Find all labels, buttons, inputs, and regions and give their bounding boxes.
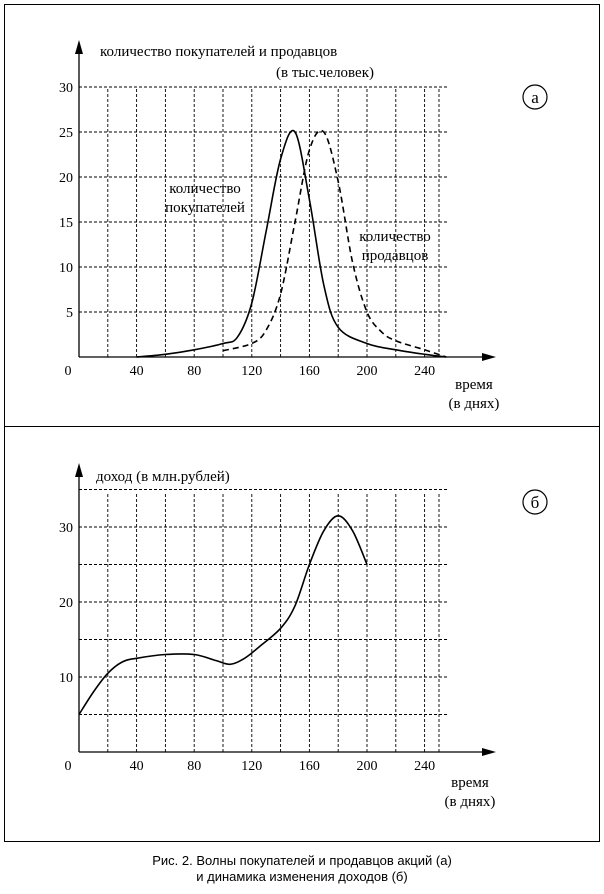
x-axis-label: время [455, 377, 493, 393]
x-tick-label: 40 [130, 364, 144, 379]
x-tick-label: 200 [357, 759, 378, 774]
x-tick-label: 240 [414, 759, 435, 774]
y-tick-label: 20 [59, 171, 73, 186]
series-line-sellers [222, 129, 447, 358]
series-label: продавцов [362, 248, 429, 264]
figure-caption-line1: Рис. 2. Волны покупателей и продавцов ак… [152, 853, 452, 868]
y-tick-label: 10 [59, 671, 73, 686]
panel-mark-circle [522, 489, 548, 515]
series-label: количество [169, 181, 241, 197]
y-axis-arrow [75, 463, 83, 477]
figure-frame [4, 4, 600, 842]
x-tick-label: 80 [187, 364, 201, 379]
x-tick-label: 160 [299, 364, 320, 379]
series-line-buyers [136, 129, 447, 358]
y-axis-label: доход (в млн.рублей) [96, 469, 230, 485]
x-axis-label: время [451, 775, 489, 791]
y-axis-unit: (в тыс.человек) [276, 65, 374, 81]
chart-a: 0 40 80 120 160 200 240 5 10 15 20 25 30 количество п… [59, 40, 548, 412]
x-axis-arrow [482, 353, 496, 361]
y-tick-label: 25 [59, 126, 73, 141]
y-tick-label: 30 [59, 521, 73, 536]
x-tick-label: 160 [299, 759, 320, 774]
y-tick-label: 20 [59, 596, 73, 611]
x-axis-arrow [482, 748, 496, 756]
x-axis-unit: (в днях) [449, 396, 500, 412]
x-tick-label: 240 [414, 364, 435, 379]
panel-divider [4, 426, 600, 427]
y-tick-label: 15 [59, 216, 73, 231]
origin-label: 0 [65, 759, 72, 774]
y-axis-arrow [75, 40, 83, 54]
series-label: количество [359, 229, 431, 245]
x-tick-label: 120 [241, 364, 262, 379]
figure-caption-line2: и динамика изменения доходов (б) [196, 869, 408, 884]
x-tick-label: 40 [130, 759, 144, 774]
x-tick-label: 120 [241, 759, 262, 774]
panel-mark-label: а [531, 88, 539, 107]
x-tick-label: 80 [187, 759, 201, 774]
x-tick-label: 200 [357, 364, 378, 379]
x-axis-unit: (в днях) [445, 794, 496, 810]
panel-mark-circle [522, 84, 548, 110]
y-tick-label: 5 [66, 306, 73, 321]
series-line-income [78, 514, 368, 715]
origin-label: 0 [65, 364, 72, 379]
panel-mark-label: б [531, 493, 540, 512]
y-tick-label: 10 [59, 261, 73, 276]
series-label: покупателей [165, 200, 245, 216]
y-axis-label: количество покупателей и продавцов [100, 44, 337, 60]
y-tick-label: 30 [59, 81, 73, 96]
